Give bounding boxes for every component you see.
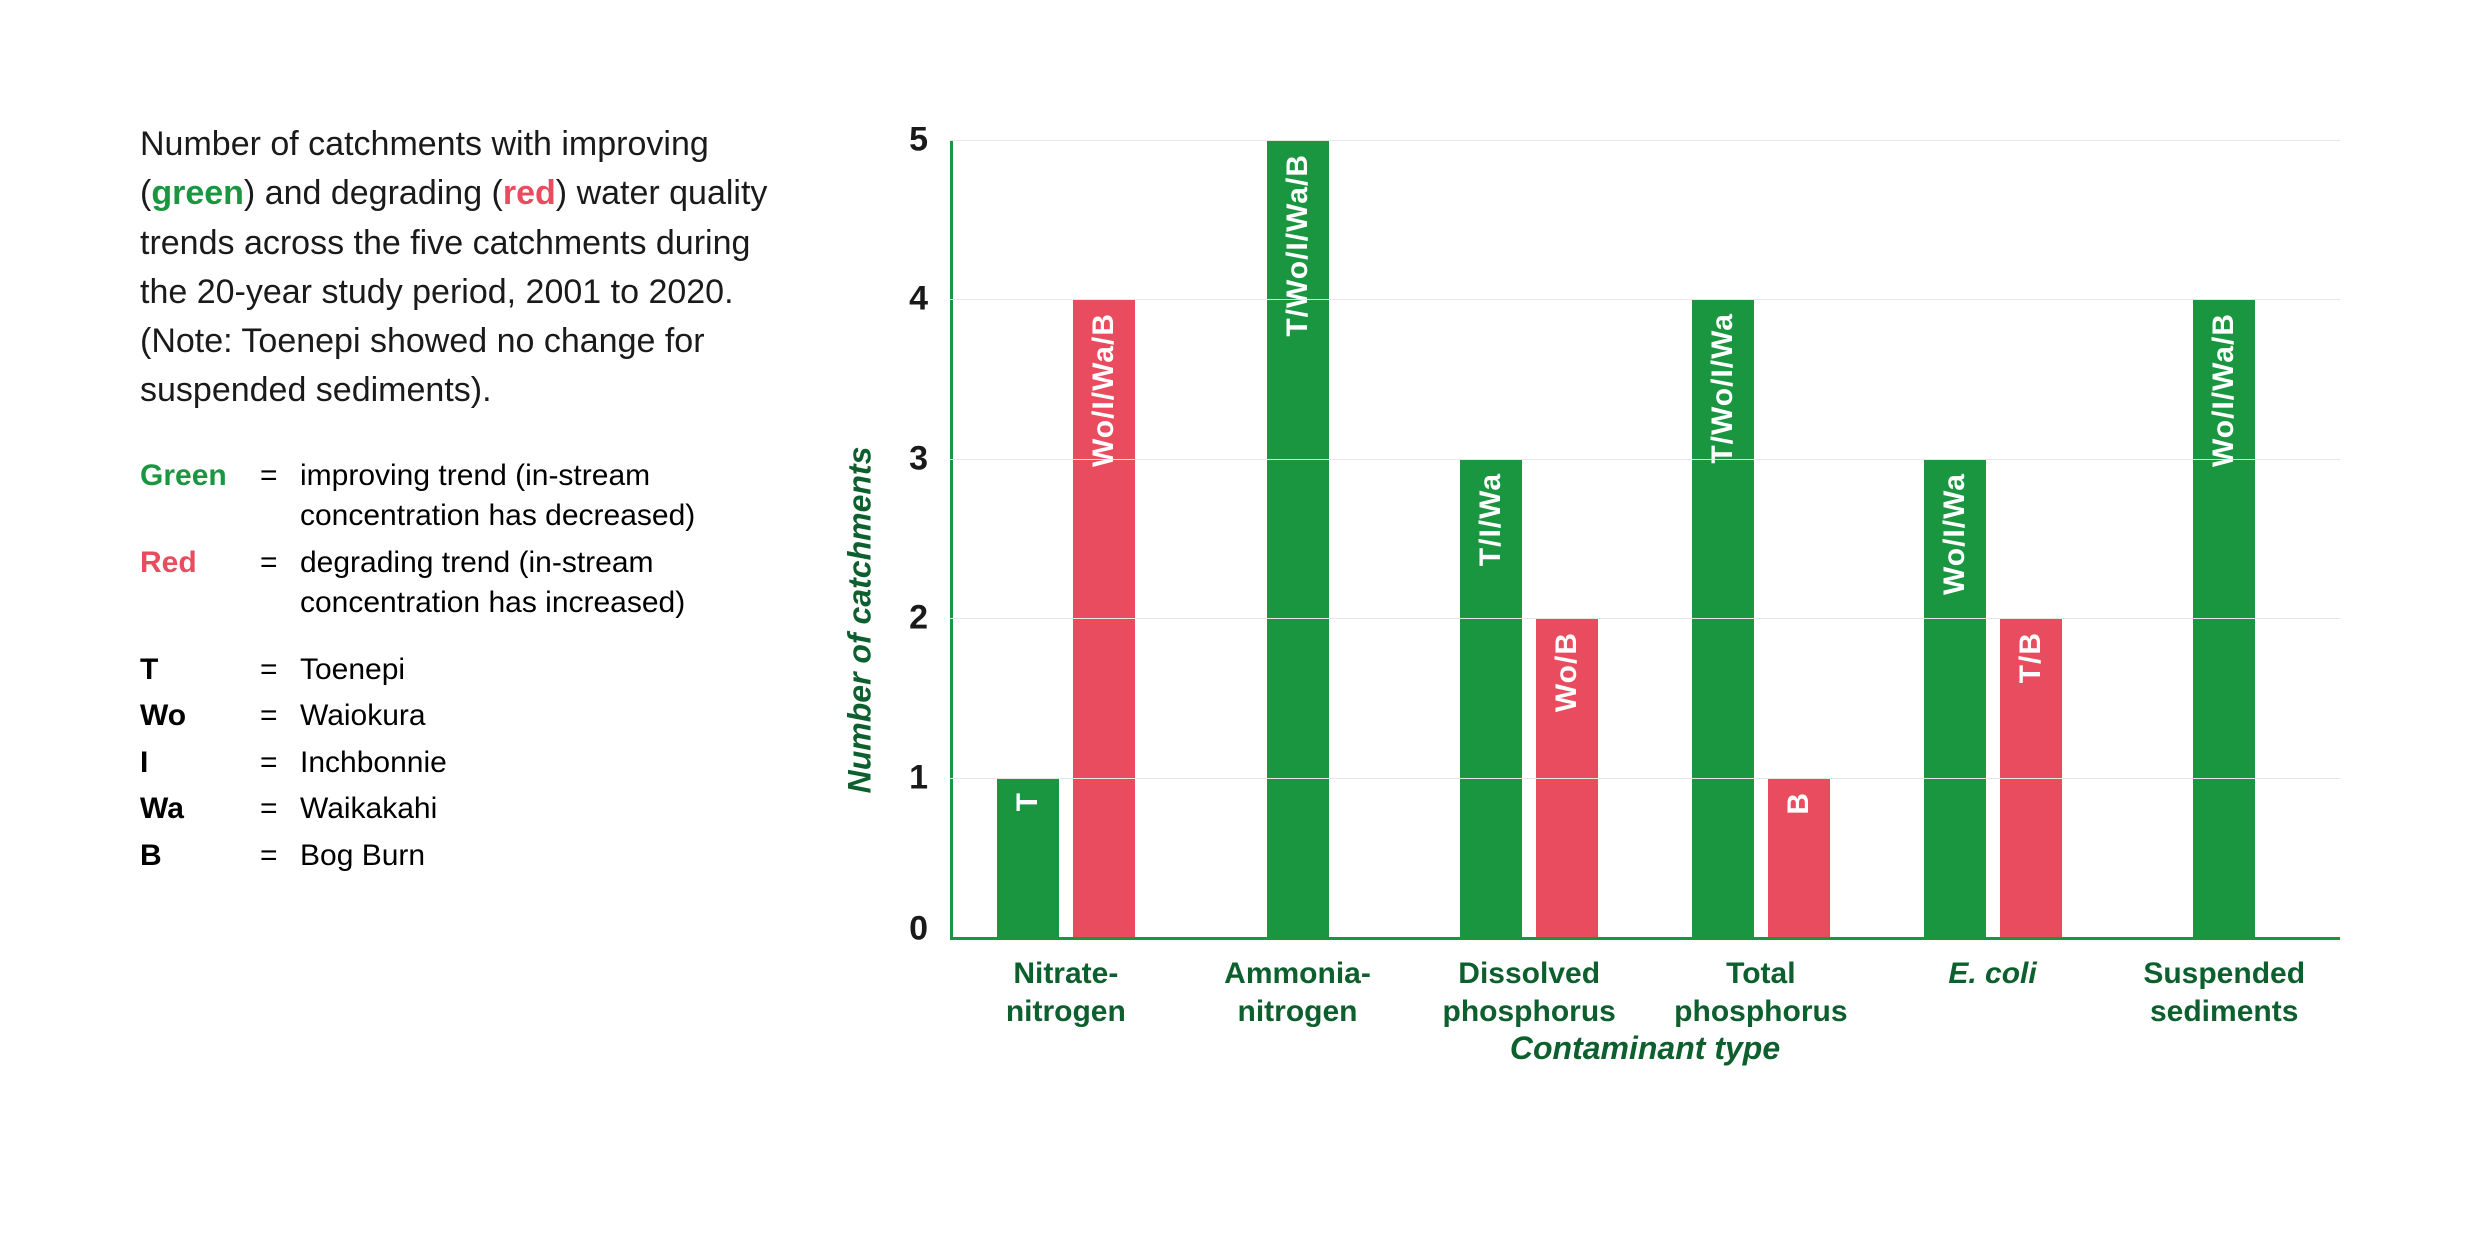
legend-eq: = (260, 743, 300, 784)
legend-row-code: Wo=Waiokura (140, 696, 780, 737)
category-label: Ammonia-nitrogen (1224, 937, 1371, 1030)
category: Wo/I/Wa/BSuspendedsediments (2108, 140, 2340, 937)
y-tick-label: 4 (909, 280, 950, 319)
grid-line (950, 459, 2340, 460)
legend-eq: = (260, 696, 300, 737)
bar-label: Wo/B (1550, 632, 1584, 712)
category: Wo/I/WaT/BE. coli (1877, 140, 2109, 937)
legend-key: I (140, 743, 260, 784)
y-tick-label: 3 (909, 439, 950, 478)
legend-row-code: B=Bog Burn (140, 836, 780, 877)
bar-green: T (997, 778, 1059, 937)
grid-line (950, 618, 2340, 619)
bar-label: T (1011, 792, 1045, 811)
bar-label: B (1782, 792, 1816, 815)
legend-val: improving trend (in-stream concentration… (300, 456, 780, 537)
category-label: Nitrate-nitrogen (1006, 937, 1126, 1030)
plot-area: TWo/I/Wa/BNitrate-nitrogenT/Wo/I/Wa/BAmm… (950, 140, 2340, 940)
legend-row-code: Wa=Waikakahi (140, 789, 780, 830)
legend-val: Inchbonnie (300, 743, 780, 784)
bar-label: T/Wo/I/Wa/B (1281, 154, 1315, 337)
bar-green: T/I/Wa (1460, 459, 1522, 937)
legend-row-code: I=Inchbonnie (140, 743, 780, 784)
legend-eq: = (260, 789, 300, 830)
description-panel: Number of catchments with improving (gre… (140, 120, 820, 884)
category: T/Wo/I/WaBTotalphosphorus (1645, 140, 1877, 937)
legend-val: degrading trend (in-stream concentration… (300, 543, 780, 624)
legend-eq: = (260, 456, 300, 497)
y-tick-label: 2 (909, 599, 950, 638)
grid-line (950, 299, 2340, 300)
bar-label: T/B (2014, 632, 2048, 683)
legend-key: Wo (140, 696, 260, 737)
category: TWo/I/Wa/BNitrate-nitrogen (950, 140, 1182, 937)
category-label: Suspendedsediments (2143, 937, 2305, 1030)
description-text: Number of catchments with improving (gre… (140, 120, 780, 416)
category-label: E. coli (1948, 937, 2036, 993)
legend-row-code: T=Toenepi (140, 650, 780, 691)
legend-row-red: Red=degrading trend (in-stream concentra… (140, 543, 780, 624)
legend-colors: Green=improving trend (in-stream concent… (140, 456, 780, 624)
legend-row-green: Green=improving trend (in-stream concent… (140, 456, 780, 537)
legend-key: B (140, 836, 260, 877)
y-tick-label: 5 (909, 121, 950, 160)
category: T/I/WaWo/BDissolvedphosphorus (1413, 140, 1645, 937)
category: T/Wo/I/Wa/BAmmonia-nitrogen (1182, 140, 1414, 937)
legend-val: Bog Burn (300, 836, 780, 877)
legend-key: Green (140, 456, 260, 497)
legend-eq: = (260, 650, 300, 691)
bar-green: Wo/I/Wa (1924, 459, 1986, 937)
y-axis-title: Number of catchments (842, 447, 879, 794)
legend-codes: T=ToenepiWo=WaiokuraI=InchbonnieWa=Waika… (140, 650, 780, 877)
grid-line (950, 778, 2340, 779)
bar-label: Wo/I/Wa (1938, 473, 1972, 595)
desc-green-word: green (151, 174, 244, 212)
bar-label: Wo/I/Wa/B (2207, 313, 2241, 467)
legend-key: Red (140, 543, 260, 584)
y-tick-label: 0 (909, 910, 950, 949)
desc-red-word: red (503, 174, 556, 212)
category-label: Totalphosphorus (1674, 937, 1847, 1030)
y-tick-label: 1 (909, 758, 950, 797)
bar-label: Wo/I/Wa/B (1087, 313, 1121, 467)
legend-key: Wa (140, 789, 260, 830)
legend-val: Waikakahi (300, 789, 780, 830)
bar-red: B (1768, 778, 1830, 937)
bar-green: T/Wo/I/Wa/B (1267, 140, 1329, 937)
legend-val: Waiokura (300, 696, 780, 737)
category-label: Dissolvedphosphorus (1443, 937, 1616, 1030)
desc-mid: ) and degrading ( (244, 174, 503, 212)
legend-eq: = (260, 543, 300, 584)
legend-val: Toenepi (300, 650, 780, 691)
grid-line (950, 140, 2340, 141)
bar-label: T/I/Wa (1474, 473, 1508, 566)
x-axis-title: Contaminant type (1510, 1030, 1780, 1067)
bars-container: TWo/I/Wa/BNitrate-nitrogenT/Wo/I/Wa/BAmm… (950, 140, 2340, 937)
bar-label: T/Wo/I/Wa (1706, 313, 1740, 464)
legend-eq: = (260, 836, 300, 877)
chart: Number of catchments T Wo/I/Wa/B Nitrate-n… (820, 120, 2380, 1120)
legend-key: T (140, 650, 260, 691)
